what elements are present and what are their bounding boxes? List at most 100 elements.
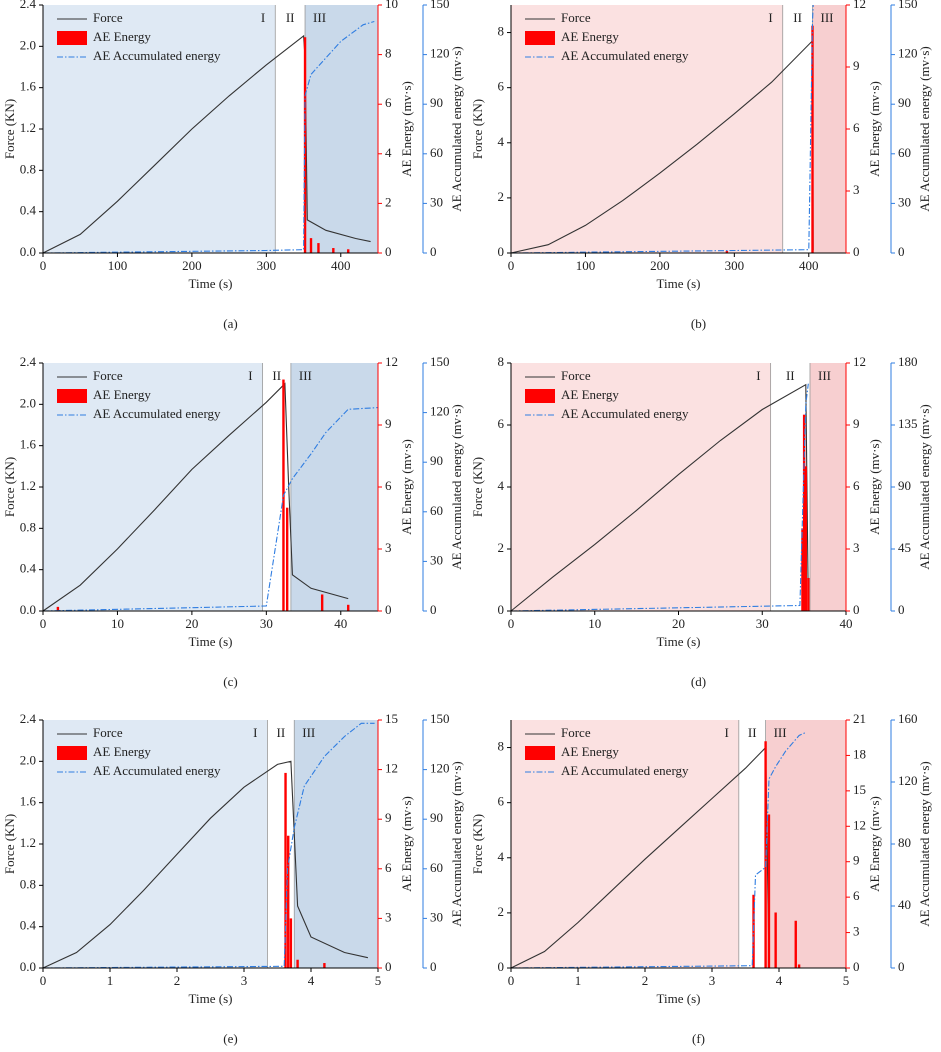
- y-tick-label: 2.0: [20, 395, 36, 410]
- x-tick-label: 5: [843, 973, 850, 988]
- caption: (d): [691, 674, 706, 689]
- ae-energy-bar: [285, 507, 289, 611]
- y2-tick-label: 3: [385, 909, 392, 924]
- y3-axis-title: AE Accumulated energy (mv·s): [917, 46, 932, 211]
- ae-energy-bar: [296, 959, 299, 968]
- y3-axis-title: AE Accumulated energy (mv·s): [449, 46, 464, 211]
- y2-tick-label: 6: [853, 120, 860, 135]
- y3-tick-label: 30: [430, 194, 443, 209]
- ae-energy-bar: [56, 606, 60, 611]
- y-tick-label: 0.0: [20, 244, 36, 259]
- y2-tick-label: 3: [853, 540, 860, 555]
- legend-swatch: [57, 389, 87, 403]
- legend-label: AE Accumulated energy: [561, 48, 689, 63]
- y2-tick-label: 15: [853, 782, 866, 797]
- region: [511, 720, 739, 968]
- y3-tick-label: 60: [430, 860, 443, 875]
- y2-tick-label: 9: [385, 416, 392, 431]
- legend-swatch: [57, 31, 87, 45]
- series-line: [42, 722, 375, 969]
- x-tick-label: 0: [508, 973, 515, 988]
- legend-label: AE Energy: [93, 744, 151, 759]
- x-tick-label: 5: [375, 973, 382, 988]
- x-tick-label: 400: [331, 258, 351, 273]
- y-axis-title: Force (KN): [470, 814, 485, 874]
- region-label: I: [261, 10, 265, 25]
- y2-tick-label: 12: [853, 354, 866, 369]
- y-tick-label: 4: [498, 849, 505, 864]
- x-tick-label: 0: [508, 616, 515, 631]
- y-tick-label: 2.4: [20, 0, 37, 11]
- ae-energy-bar: [811, 25, 814, 253]
- y3-axis-title: AE Accumulated energy (mv·s): [917, 761, 932, 926]
- y-axis-title: Force (KN): [2, 457, 17, 517]
- y3-tick-label: 60: [430, 145, 443, 160]
- y2-axis-title: AE Energy (mv·s): [399, 81, 414, 177]
- series-line: [510, 383, 809, 612]
- y2-tick-label: 6: [385, 860, 392, 875]
- x-tick-label: 100: [576, 258, 596, 273]
- y3-tick-label: 120: [430, 46, 450, 61]
- y3-axis-title: AE Accumulated energy (mv·s): [449, 761, 464, 926]
- ae-energy-bar: [802, 414, 806, 611]
- x-tick-label: 0: [40, 973, 47, 988]
- y-tick-label: 0.4: [20, 918, 37, 933]
- caption: (b): [691, 316, 706, 331]
- region: [43, 720, 268, 968]
- y2-tick-label: 0: [385, 959, 392, 974]
- y-tick-label: 0.4: [20, 561, 37, 576]
- y-tick-label: 4: [498, 134, 505, 149]
- y3-axis-title: AE Accumulated energy (mv·s): [917, 404, 932, 569]
- y2-axis-title: AE Energy (mv·s): [867, 439, 882, 535]
- legend-label: Force: [93, 10, 123, 25]
- y2-tick-label: 0: [853, 244, 860, 259]
- x-tick-label: 3: [241, 973, 248, 988]
- x-tick-label: 3: [709, 973, 716, 988]
- ae-energy-bar: [801, 528, 804, 611]
- y3-tick-label: 120: [430, 761, 450, 776]
- y3-tick-label: 160: [898, 711, 918, 726]
- region: [782, 5, 813, 253]
- legend-swatch: [525, 746, 555, 760]
- y-tick-label: 0.8: [20, 161, 36, 176]
- y-tick-label: 2: [498, 904, 505, 919]
- y-tick-label: 1.2: [20, 120, 36, 135]
- caption: (a): [223, 316, 237, 331]
- y-tick-label: 1.6: [20, 437, 37, 452]
- legend-label: Force: [561, 368, 591, 383]
- x-tick-label: 2: [174, 973, 181, 988]
- x-tick-label: 4: [308, 973, 315, 988]
- legend-swatch: [57, 746, 87, 760]
- y-tick-label: 0.0: [20, 602, 36, 617]
- x-tick-label: 30: [260, 616, 273, 631]
- legend-label: AE Energy: [93, 387, 151, 402]
- y2-tick-label: 0: [385, 602, 392, 617]
- y-tick-label: 0.0: [20, 959, 36, 974]
- y2-tick-label: 3: [385, 540, 392, 555]
- y2-tick-label: 12: [385, 761, 398, 776]
- ae-energy-bar: [284, 772, 287, 968]
- x-axis-title: Time (s): [189, 634, 233, 649]
- x-tick-label: 100: [108, 258, 128, 273]
- y2-tick-label: 6: [853, 888, 860, 903]
- y-tick-label: 0.4: [20, 203, 37, 218]
- legend-label: AE Energy: [561, 744, 619, 759]
- y3-tick-label: 135: [898, 416, 918, 431]
- region-label: I: [724, 725, 728, 740]
- y-tick-label: 2.0: [20, 37, 36, 52]
- region: [305, 5, 378, 253]
- region: [43, 363, 263, 611]
- region-label: III: [299, 368, 312, 383]
- y3-tick-label: 120: [898, 773, 918, 788]
- y3-tick-label: 0: [898, 602, 905, 617]
- ae-energy-bar: [317, 243, 320, 253]
- y3-tick-label: 150: [430, 354, 450, 369]
- y2-tick-label: 18: [853, 746, 866, 761]
- region-label: I: [768, 10, 772, 25]
- y2-tick-label: 12: [853, 817, 866, 832]
- ae-energy-bar: [320, 594, 324, 611]
